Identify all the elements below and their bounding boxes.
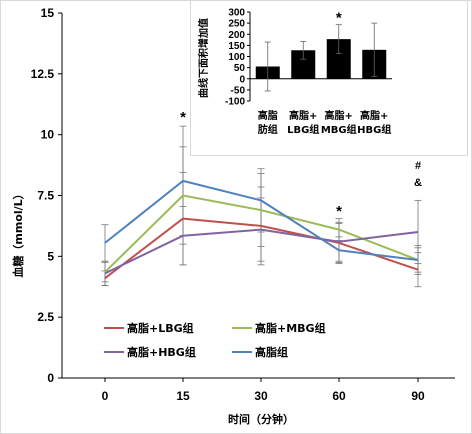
inset-category-label: 高脂+ xyxy=(289,109,317,122)
main-significance-mark: # xyxy=(415,160,421,172)
inset-y-tick-label: 0 xyxy=(239,74,245,85)
inset-error-bar xyxy=(264,41,271,92)
legend-label-mbg: 高脂+MBG组 xyxy=(255,321,326,335)
inset-error-bar xyxy=(335,24,342,55)
main-x-tick-label: 60 xyxy=(332,389,346,403)
main-series xyxy=(104,179,419,279)
main-y-axis-title: 血糖（mmol/L） xyxy=(11,188,25,277)
inset-category-label: LBG组 xyxy=(287,123,319,136)
inset-y-axis-title: 曲线下面积增加值 xyxy=(197,18,210,98)
inset-y-tick-label: 250 xyxy=(228,19,245,30)
inset-y-tick-label: -50 xyxy=(231,85,246,96)
inset-error-bar xyxy=(371,22,378,77)
legend: 高脂+LBG组 高脂+MBG组 高脂+HBG组 高脂组 xyxy=(104,321,326,359)
inset-category-label: HBG组 xyxy=(357,123,391,136)
main-series-line-2 xyxy=(104,228,419,275)
inset-significance-mark: * xyxy=(336,10,342,27)
inset-y-tick-label: 150 xyxy=(228,41,245,52)
main-y-tick-label: 5 xyxy=(47,249,54,263)
inset-error-bar xyxy=(300,40,307,60)
inset-y-tick-label: 50 xyxy=(234,63,246,74)
main-series-line-0 xyxy=(104,217,419,279)
main-significance-mark: & xyxy=(414,177,422,189)
main-y-ticks: 0 2.5 5 7.5 10 12.5 15 xyxy=(31,6,62,385)
inset-category-label: 高脂+ xyxy=(325,109,353,122)
main-x-axis-title: 时间（分钟） xyxy=(228,412,294,426)
main-y-tick-label: 15 xyxy=(41,6,55,20)
main-y-tick-label: 0 xyxy=(47,371,54,385)
main-y-tick-label: 2.5 xyxy=(37,310,54,324)
inset-annotations: * xyxy=(336,10,342,27)
inset-y-tick-label: 100 xyxy=(228,52,245,63)
legend-label-hf: 高脂组 xyxy=(255,345,288,359)
main-x-tick-label: 90 xyxy=(411,389,425,403)
inset-category-label: MBG组 xyxy=(321,123,357,136)
inset-y-tick-label: 300 xyxy=(228,8,245,19)
main-significance-mark: * xyxy=(180,109,186,126)
main-x-tick-label: 15 xyxy=(176,389,190,403)
inset-y-tick-label: -100 xyxy=(225,97,245,108)
inset-category-label: 高脂 xyxy=(258,109,278,122)
main-error-bar xyxy=(101,224,109,262)
main-y-tick-label: 7.5 xyxy=(37,189,54,203)
legend-label-hbg: 高脂+HBG组 xyxy=(127,345,196,359)
main-x-tick-label: 0 xyxy=(102,389,109,403)
main-x-tick-label: 30 xyxy=(254,389,268,403)
inset-category-label: 高脂+ xyxy=(360,109,388,122)
main-y-tick-label: 12.5 xyxy=(31,67,55,81)
main-x-ticks: 0 15 30 60 90 xyxy=(102,378,425,403)
legend-label-lbg: 高脂+LBG组 xyxy=(127,321,194,335)
main-y-tick-label: 10 xyxy=(41,128,55,142)
inset-category-label: 肪组 xyxy=(258,123,278,136)
inset-y-tick-label: 200 xyxy=(228,30,245,41)
main-significance-mark: * xyxy=(336,203,342,220)
inset-error-bars xyxy=(264,22,378,92)
main-series-line-1 xyxy=(104,194,419,273)
main-series-line-3 xyxy=(104,179,419,261)
